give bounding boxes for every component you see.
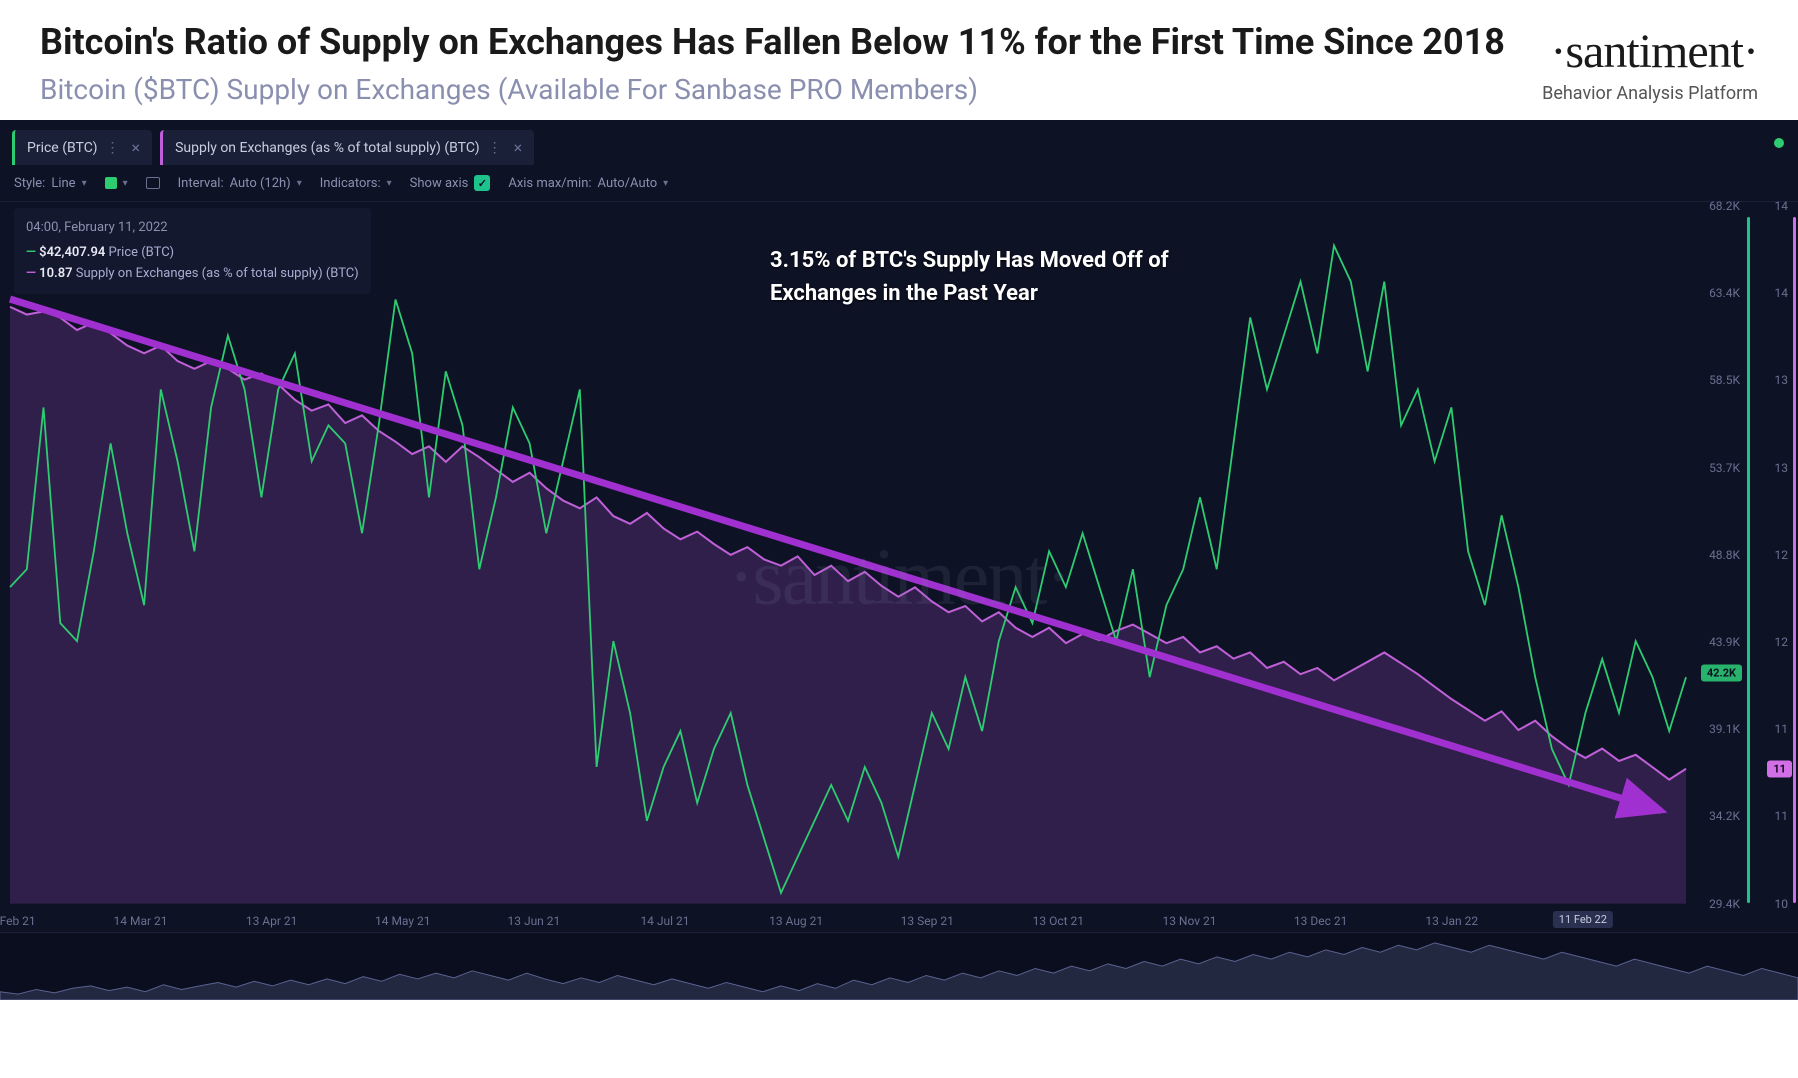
x-tick-label: 13 Apr 21 — [246, 914, 298, 928]
header-text-block: Bitcoin's Ratio of Supply on Exchanges H… — [40, 20, 1542, 106]
x-tick-label: 13 Sep 21 — [901, 914, 954, 928]
chart-area[interactable]: 04:00, February 11, 2022 — $42,407.94 Pr… — [0, 202, 1798, 932]
color-selector[interactable]: ▾ — [105, 177, 128, 189]
x-tick-label: 13 Oct 21 — [1033, 914, 1084, 928]
compare-icon — [146, 177, 160, 189]
showaxis-toggle[interactable]: Show axis ✓ — [410, 175, 491, 191]
brand-tagline: Behavior Analysis Platform — [1542, 83, 1758, 104]
interval-value: Auto (12h) — [230, 176, 291, 191]
axismm-label: Axis max/min: — [508, 176, 591, 191]
tooltip-supply-row: — 10.87 Supply on Exchanges (as % of tot… — [26, 264, 359, 285]
showaxis-label: Show axis — [410, 176, 469, 191]
chevron-down-icon: ▾ — [123, 178, 128, 189]
chart-annotation: 3.15% of BTC's Supply Has Moved Off of E… — [770, 244, 1190, 310]
style-label: Style: — [14, 176, 45, 191]
tooltip-supply-dash-icon: — — [26, 266, 39, 281]
tab-supply-menu-icon[interactable]: ⋮ — [488, 140, 502, 156]
page-header: Bitcoin's Ratio of Supply on Exchanges H… — [0, 0, 1798, 120]
tooltip-price-row: — $42,407.94 Price (BTC) — [26, 243, 359, 264]
compare-button[interactable] — [146, 177, 160, 189]
main-title: Bitcoin's Ratio of Supply on Exchanges H… — [40, 20, 1542, 65]
interval-label: Interval: — [178, 176, 224, 191]
chevron-down-icon: ▾ — [663, 178, 668, 189]
connection-status-icon — [1774, 138, 1784, 148]
x-tick-label: 13 Jan 22 — [1425, 914, 1478, 928]
brand-block: ·santiment· Behavior Analysis Platform — [1542, 20, 1758, 104]
tab-supply[interactable]: Supply on Exchanges (as % of total suppl… — [160, 130, 534, 165]
tab-price-close-icon[interactable]: × — [132, 138, 141, 157]
tab-price-label: Price (BTC) — [27, 140, 98, 156]
tooltip-price-label: Price (BTC) — [109, 245, 174, 260]
axismm-selector[interactable]: Axis max/min: Auto/Auto ▾ — [508, 176, 668, 191]
chevron-down-icon: ▾ — [82, 178, 87, 189]
x-tick-label: 13 Jun 21 — [507, 914, 560, 928]
brand-name: ·santiment· — [1542, 24, 1758, 79]
chevron-down-icon: ▾ — [387, 178, 392, 189]
sub-title: Bitcoin ($BTC) Supply on Exchanges (Avai… — [40, 73, 1542, 106]
x-tick-label: 14 Mar 21 — [114, 914, 168, 928]
hover-tooltip: 04:00, February 11, 2022 — $42,407.94 Pr… — [14, 208, 371, 294]
tab-price-menu-icon[interactable]: ⋮ — [106, 140, 120, 156]
chart-app: Price (BTC) ⋮ × Supply on Exchanges (as … — [0, 120, 1798, 1000]
style-value: Line — [51, 176, 75, 191]
tab-price[interactable]: Price (BTC) ⋮ × — [12, 130, 152, 165]
tooltip-supply-label: Supply on Exchanges (as % of total suppl… — [76, 266, 359, 281]
tooltip-date: 04:00, February 11, 2022 — [26, 218, 359, 239]
tooltip-price-dash-icon: — — [26, 245, 39, 260]
chart-toolbar: Style: Line ▾ ▾ Interval: Auto (12h) ▾ I… — [0, 165, 1798, 202]
x-tick-label: 11 Feb 21 — [0, 914, 36, 928]
indicators-label: Indicators: — [320, 176, 381, 191]
color-swatch-icon — [105, 177, 117, 189]
series-tabs: Price (BTC) ⋮ × Supply on Exchanges (as … — [0, 120, 1798, 165]
overview-panel[interactable] — [0, 932, 1798, 1000]
chevron-down-icon: ▾ — [297, 178, 302, 189]
interval-selector[interactable]: Interval: Auto (12h) ▾ — [178, 176, 302, 191]
x-axis: 11 Feb 21 14 Mar 21 13 Apr 21 14 May 21 13 J… — [0, 906, 1688, 932]
checkbox-checked-icon: ✓ — [474, 175, 490, 191]
tab-supply-label: Supply on Exchanges (as % of total suppl… — [175, 140, 480, 156]
x-tick-current: 11 Feb 22 — [1553, 911, 1613, 928]
tab-supply-close-icon[interactable]: × — [514, 138, 523, 157]
indicators-selector[interactable]: Indicators: ▾ — [320, 176, 392, 191]
tooltip-supply-value: 10.87 — [39, 266, 72, 281]
style-selector[interactable]: Style: Line ▾ — [14, 176, 87, 191]
overview-svg — [0, 933, 1798, 1000]
x-tick-label: 13 Aug 21 — [769, 914, 823, 928]
chart-svg — [0, 202, 1798, 932]
axismm-value: Auto/Auto — [598, 176, 658, 191]
x-tick-label: 14 May 21 — [375, 914, 431, 928]
x-tick-label: 13 Dec 21 — [1294, 914, 1347, 928]
x-tick-label: 13 Nov 21 — [1162, 914, 1216, 928]
tooltip-price-value: $42,407.94 — [39, 245, 105, 260]
x-tick-label: 14 Jul 21 — [640, 914, 689, 928]
